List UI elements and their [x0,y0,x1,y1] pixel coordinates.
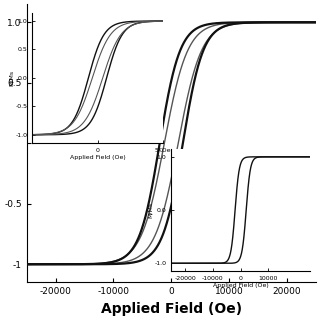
X-axis label: Applied Field (Oe): Applied Field (Oe) [101,302,242,316]
